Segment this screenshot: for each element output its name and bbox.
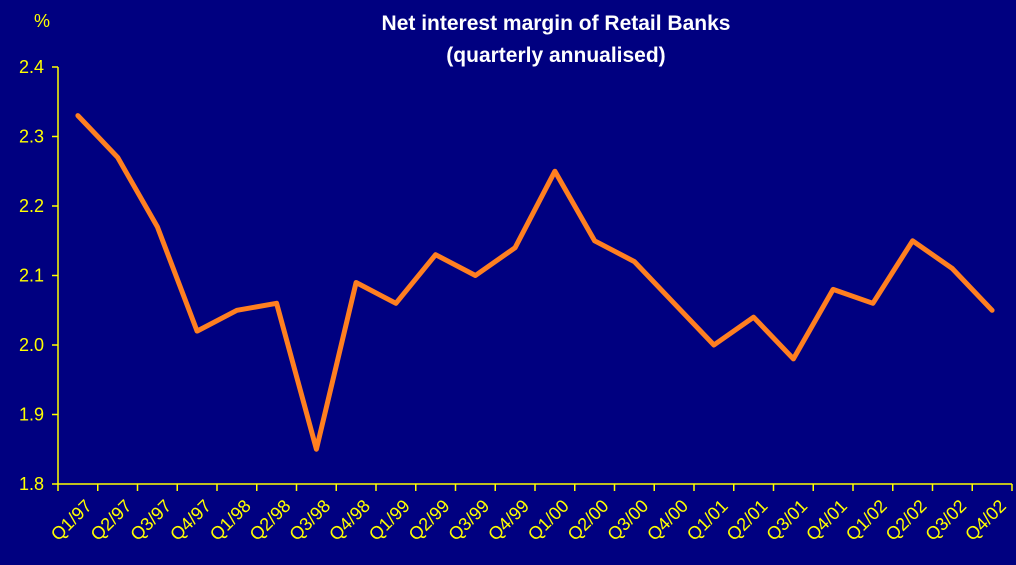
y-tick-label: 2.2 bbox=[19, 196, 44, 216]
y-tick-label: 2.4 bbox=[19, 57, 44, 77]
y-tick-label: 1.9 bbox=[19, 405, 44, 425]
y-axis-ticks: 1.8 1.9 2.0 2.1 2.2 2.3 2.4 bbox=[19, 57, 58, 494]
y-axis-unit-label: % bbox=[34, 11, 50, 31]
y-tick-label: 2.0 bbox=[19, 335, 44, 355]
chart-subtitle: (quarterly annualised) bbox=[446, 44, 665, 67]
series-line bbox=[75, 113, 995, 452]
chart-title: Net interest margin of Retail Banks bbox=[382, 12, 731, 35]
y-tick-label: 2.3 bbox=[19, 127, 44, 147]
series-layer bbox=[75, 113, 995, 452]
y-tick-label: 1.8 bbox=[19, 474, 44, 494]
y-tick-label: 2.1 bbox=[19, 266, 44, 286]
